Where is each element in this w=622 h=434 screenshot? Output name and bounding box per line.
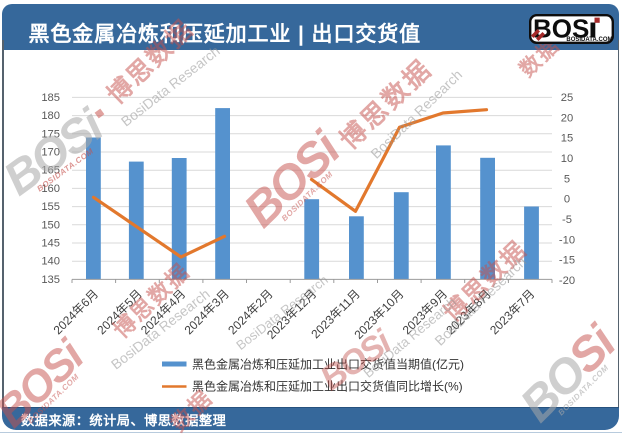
svg-text:170: 170 [41,147,60,159]
svg-text:-10: -10 [559,234,575,246]
svg-text:-20: -20 [559,275,575,287]
svg-text:145: 145 [41,238,60,250]
svg-text:黑色金属冶炼和压延加工业出口交货值同比增长(%): 黑色金属冶炼和压延加工业出口交货值同比增长(%) [192,379,463,394]
svg-text:140: 140 [41,256,60,268]
svg-text:175: 175 [41,128,60,140]
svg-text:135: 135 [41,274,60,286]
svg-text:0: 0 [564,194,570,206]
svg-text:5: 5 [564,173,570,185]
svg-text:15: 15 [561,133,573,145]
svg-text:25: 25 [561,92,573,104]
svg-text:2023年8月: 2023年8月 [443,287,493,337]
svg-text:2023年9月: 2023年9月 [400,287,450,337]
svg-text:155: 155 [41,201,60,213]
svg-text:10: 10 [561,153,573,165]
svg-text:165: 165 [41,165,60,177]
svg-text:2024年3月: 2024年3月 [182,287,232,337]
svg-text:150: 150 [41,219,60,231]
svg-text:黑色金属冶炼和压延加工业出口交货值当期值(亿元): 黑色金属冶炼和压延加工业出口交货值当期值(亿元) [192,356,464,371]
svg-text:160: 160 [41,183,60,195]
svg-text:2023年7月: 2023年7月 [487,287,537,337]
svg-text:BOS: BOS [533,14,589,44]
svg-text:BOSIDATA.COM: BOSIDATA.COM [566,37,612,43]
svg-text:-5: -5 [562,214,572,226]
svg-text:20: 20 [561,112,573,124]
svg-text:2024年4月: 2024年4月 [138,287,188,337]
svg-text:185: 185 [41,92,60,104]
svg-text:2024年6月: 2024年6月 [51,287,101,337]
svg-text:180: 180 [41,110,60,122]
svg-text:2024年5月: 2024年5月 [94,287,144,337]
svg-text:-15: -15 [559,255,575,267]
